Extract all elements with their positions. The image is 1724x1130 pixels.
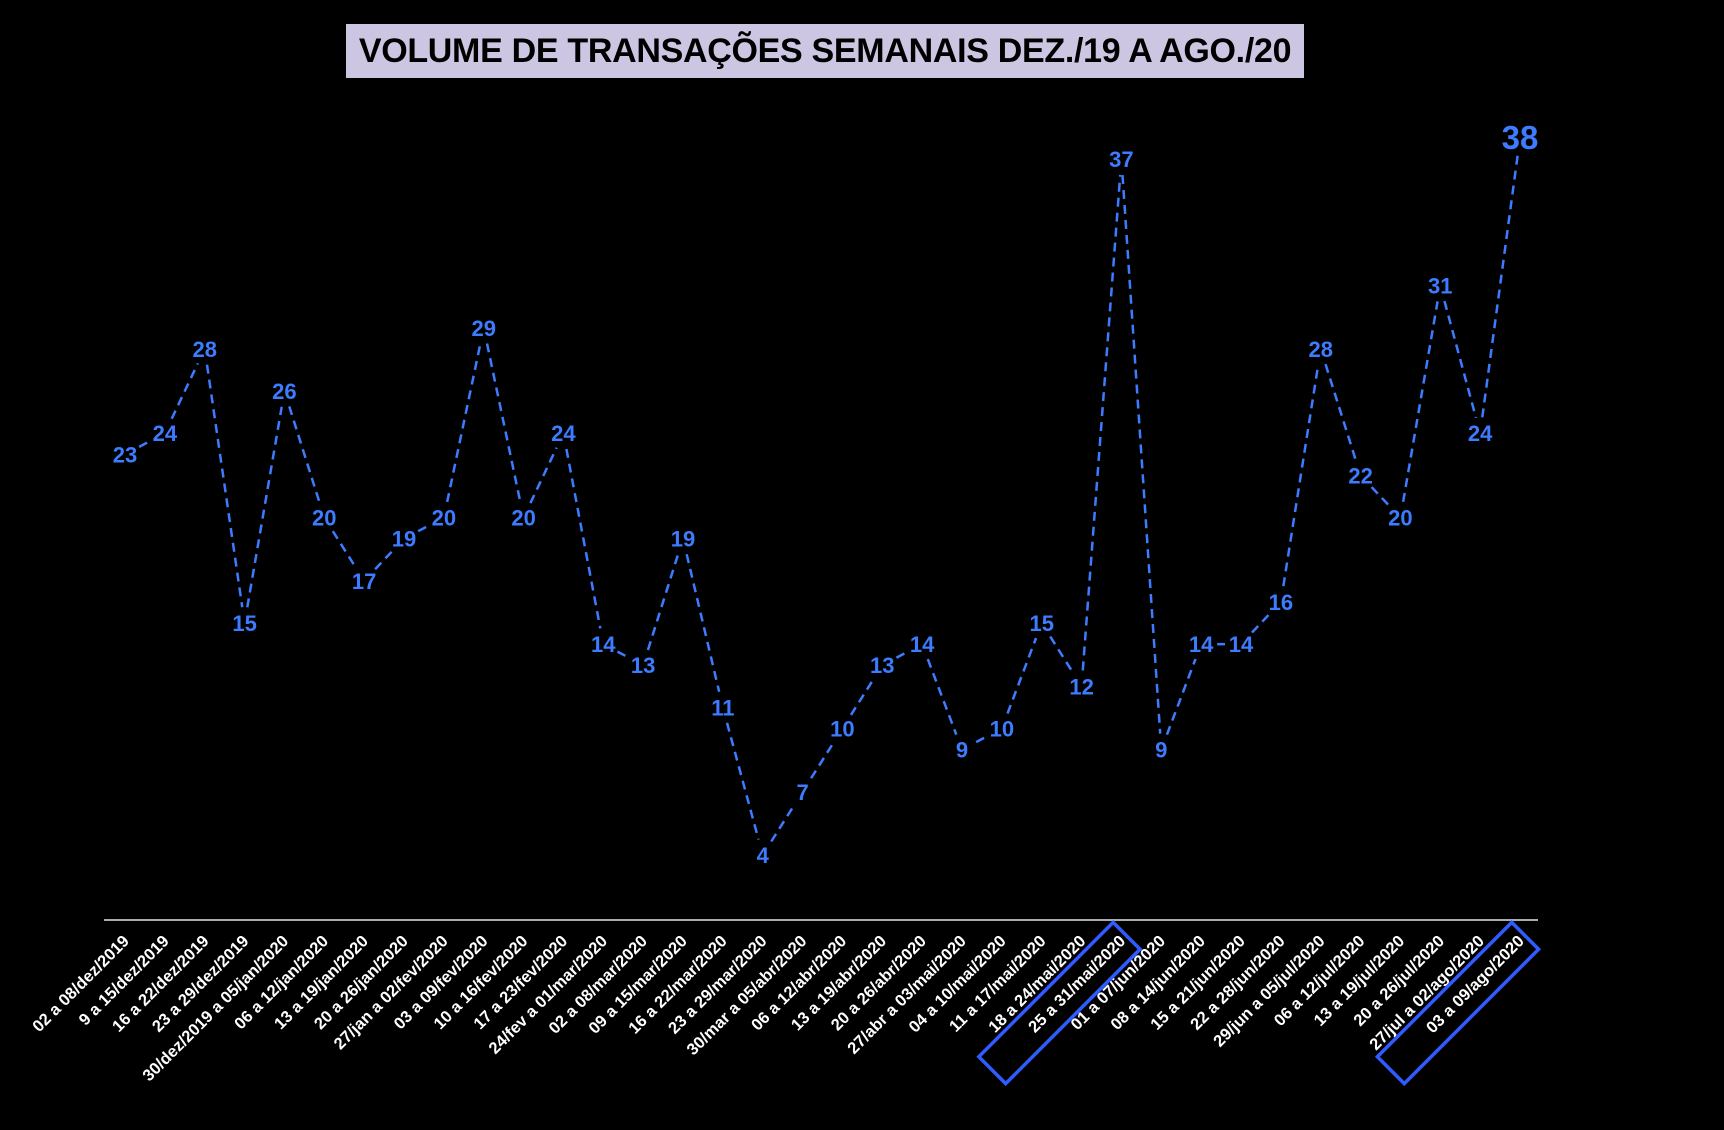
data-label: 14 xyxy=(910,632,935,657)
data-label: 15 xyxy=(232,611,256,636)
highlight-box xyxy=(1374,919,1542,1087)
series-line-segment xyxy=(1481,153,1520,418)
series-line-segment xyxy=(616,650,630,659)
data-label: 24 xyxy=(551,421,576,446)
data-label: 20 xyxy=(511,506,535,531)
data-label: 28 xyxy=(192,337,216,362)
series-line-segment xyxy=(1282,364,1320,587)
series-line-segment xyxy=(246,406,283,608)
series-line-segment xyxy=(445,343,482,503)
series-line-segment xyxy=(288,405,321,503)
series-line-segment xyxy=(975,734,989,744)
data-label: 22 xyxy=(1348,463,1372,488)
data-label: 26 xyxy=(272,379,296,404)
data-label: 24 xyxy=(153,421,178,446)
series-line-segment xyxy=(810,741,835,779)
data-label: 20 xyxy=(1388,506,1412,531)
series-line-segment xyxy=(646,553,680,651)
data-label: 10 xyxy=(830,717,854,742)
series-line-segment xyxy=(138,439,152,448)
data-label: 19 xyxy=(671,527,695,552)
data-label: 9 xyxy=(1155,738,1167,763)
data-label: 23 xyxy=(113,442,137,467)
data-label: 4 xyxy=(757,843,770,868)
highlight-box xyxy=(976,919,1143,1087)
series-line-segment xyxy=(374,549,394,571)
data-label: 16 xyxy=(1269,590,1293,615)
data-label: 13 xyxy=(870,653,894,678)
series-line-segment xyxy=(529,447,558,504)
series-line-segment xyxy=(770,804,796,843)
series-line-segment xyxy=(1121,174,1162,734)
data-label: 37 xyxy=(1109,147,1133,172)
data-label: 7 xyxy=(796,780,808,805)
data-label: 17 xyxy=(352,569,376,594)
data-label: 29 xyxy=(471,316,495,341)
series-line-segment xyxy=(1006,637,1038,714)
series-line-segment xyxy=(565,448,602,629)
data-label: 20 xyxy=(432,506,456,531)
series-line-segment xyxy=(895,650,909,659)
chart-title: VOLUME DE TRANSAÇÕES SEMANAIS DEZ./19 A … xyxy=(358,31,1292,70)
series-line-segment xyxy=(1049,635,1075,674)
data-label: 9 xyxy=(956,738,968,763)
data-label: 14 xyxy=(591,632,616,657)
data-label: 14 xyxy=(1229,632,1254,657)
series-line-segment xyxy=(849,678,875,716)
series-line-segment xyxy=(417,523,431,533)
chart-title-box: VOLUME DE TRANSAÇÕES SEMANAIS DEZ./19 A … xyxy=(346,24,1304,78)
series-line-segment xyxy=(1443,300,1478,419)
data-label: 31 xyxy=(1428,274,1452,299)
series-line-segment xyxy=(926,658,958,736)
data-label: 10 xyxy=(990,717,1014,742)
series-line-segment xyxy=(1370,486,1391,507)
series-line-segment xyxy=(1401,301,1439,503)
series-line-segment xyxy=(1165,658,1197,736)
series-line-segment xyxy=(331,530,357,568)
series-line-segment xyxy=(205,364,244,608)
series-line-segment xyxy=(1251,612,1271,634)
data-label: 24 xyxy=(1468,421,1493,446)
data-label: 38 xyxy=(1502,119,1539,156)
series-line-segment xyxy=(1324,363,1357,461)
series-line-segment xyxy=(485,343,522,503)
data-label: 20 xyxy=(312,506,336,531)
data-label: 28 xyxy=(1308,337,1332,362)
data-label: 15 xyxy=(1029,611,1053,636)
series-line-segment xyxy=(685,553,721,693)
series-line-segment xyxy=(170,362,200,420)
data-label: 13 xyxy=(631,653,655,678)
data-label: 11 xyxy=(711,695,734,720)
data-label: 12 xyxy=(1069,674,1093,699)
data-label: 19 xyxy=(392,527,416,552)
series-line-segment xyxy=(1081,174,1122,671)
data-label: 14 xyxy=(1189,632,1214,657)
series-line-segment xyxy=(725,722,760,840)
